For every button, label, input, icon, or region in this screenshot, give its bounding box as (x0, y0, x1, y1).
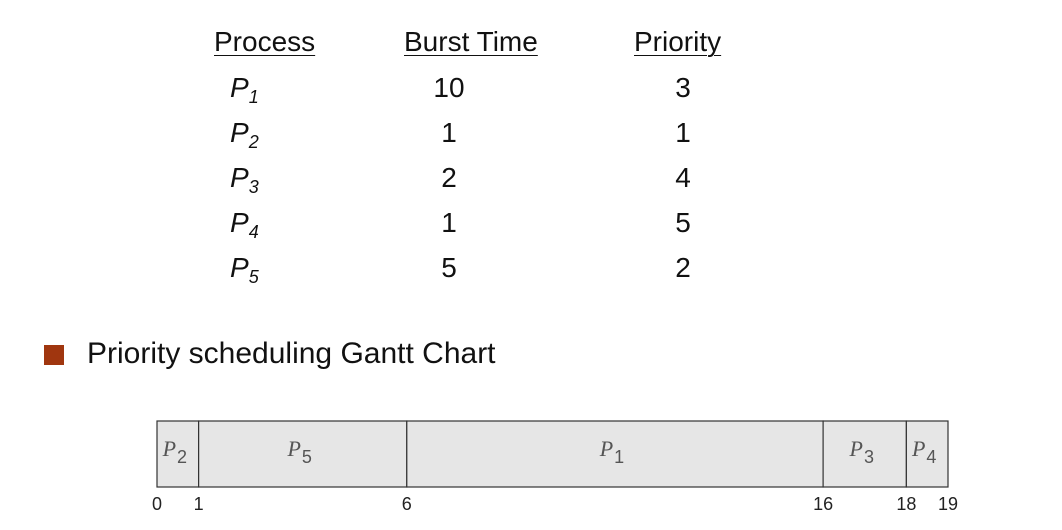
gantt-segment (198, 420, 408, 488)
header-burst-time: Burst Time (404, 26, 538, 57)
gantt-segment (156, 420, 200, 488)
process-name: P2 (230, 117, 259, 152)
process-name: P1 (230, 72, 259, 107)
gantt-tick-label: 19 (938, 494, 958, 514)
header-priority: Priority (634, 26, 722, 57)
burst-time-value: 1 (441, 207, 457, 238)
burst-time-value: 10 (433, 72, 465, 103)
gantt-segment-label: P5 (286, 436, 311, 467)
priority-value: 4 (675, 162, 691, 193)
priority-value: 5 (675, 207, 691, 238)
priority-value: 1 (675, 117, 691, 148)
process-name: P3 (230, 162, 259, 197)
burst-time-value: 2 (441, 162, 457, 193)
priority-value: 3 (675, 72, 691, 103)
gantt-segment (905, 420, 949, 488)
header-process: Process (214, 26, 316, 57)
gantt-segment-label: P1 (599, 436, 624, 467)
gantt-segment-label: P2 (162, 436, 187, 467)
gantt-tick-label: 1 (194, 494, 204, 514)
process-name: P4 (230, 207, 259, 242)
priority-value: 2 (675, 252, 691, 283)
burst-time-value: 1 (441, 117, 457, 148)
gantt-segment-label: P4 (911, 436, 936, 467)
gantt-tick-label: 0 (152, 494, 162, 514)
gantt-tick-label: 6 (402, 494, 412, 514)
burst-time-value: 5 (441, 252, 457, 283)
bullet-square-icon (44, 345, 64, 365)
gantt-segment (406, 420, 824, 488)
gantt-tick-label: 16 (813, 494, 833, 514)
gantt-tick-label: 18 (896, 494, 916, 514)
gantt-caption: Priority scheduling Gantt Chart (87, 337, 496, 370)
gantt-segment-label: P3 (849, 436, 874, 467)
process-name: P5 (230, 252, 259, 287)
